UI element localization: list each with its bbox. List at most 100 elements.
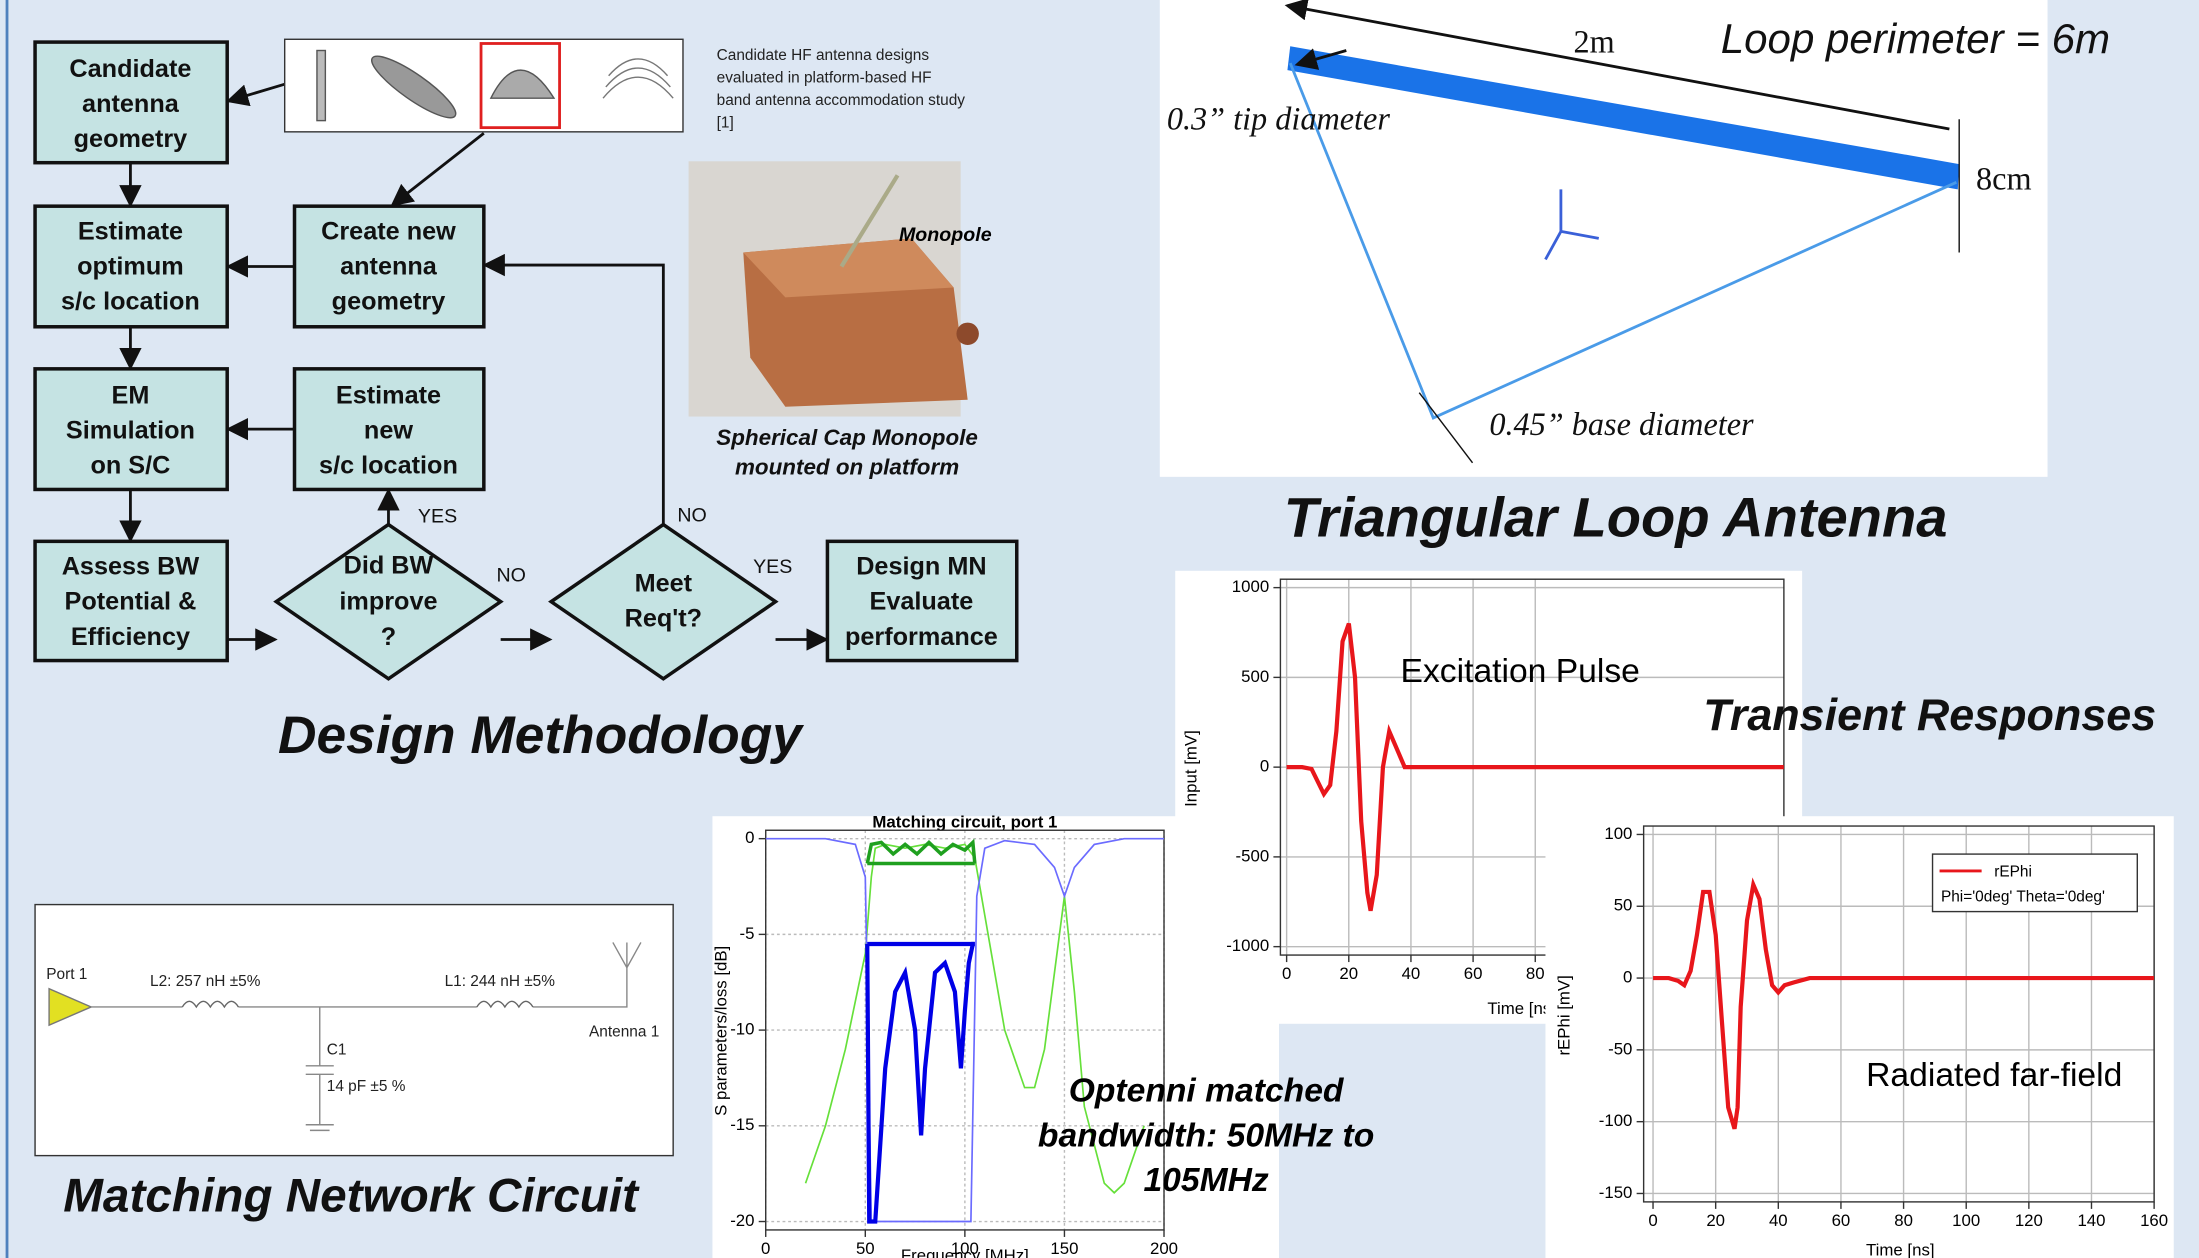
node-text: s/c location	[319, 452, 458, 480]
annotation: 105MHz	[1143, 1162, 1268, 1199]
y-tick-label: 0	[745, 828, 754, 847]
section-title: Design Methodology	[278, 706, 804, 765]
annotation: Optenni matched	[1069, 1072, 1345, 1109]
circuit-label: Antenna 1	[589, 1023, 659, 1040]
photo-caption: Spherical Cap Monopole	[716, 425, 978, 450]
annotation: bandwidth: 50MHz to	[1038, 1117, 1374, 1154]
y-tick-label: 1000	[1232, 577, 1269, 596]
node-text: improve	[339, 588, 437, 616]
node-text: ?	[381, 623, 396, 651]
section-title: Triangular Loop Antenna	[1284, 486, 1948, 549]
y-tick-label: -50	[1608, 1039, 1632, 1058]
edge-label: NO	[496, 565, 525, 587]
dimension-label: 0.45” base diameter	[1489, 406, 1754, 442]
y-tick-label: -20	[730, 1211, 754, 1230]
section-title: Transient Responses	[1703, 689, 2156, 740]
circuit: Port 1 L2: 257 nH ±5% L1: 244 nH ±5% C1 …	[35, 905, 673, 1223]
x-tick-label: 80	[1526, 964, 1545, 983]
x-tick-label: 0	[761, 1239, 770, 1258]
y-tick-label: -10	[730, 1020, 754, 1039]
x-tick-label: 20	[1706, 1211, 1725, 1230]
y-axis-label: Input [mV]	[1181, 730, 1200, 807]
node-text: Evaluate	[869, 588, 973, 616]
y-tick-label: -1000	[1226, 936, 1269, 955]
perimeter-label: Loop perimeter = 6m	[1721, 15, 2110, 62]
node-text: antenna	[340, 253, 438, 281]
node-text: on S/C	[90, 452, 170, 480]
circuit-label: L1: 244 nH ±5%	[445, 973, 556, 990]
y-axis-label: S parameters/loss [dB]	[712, 946, 731, 1116]
y-tick-label: -5	[740, 924, 755, 943]
loop-antenna: 2m Loop perimeter = 6m 0.3” tip diameter…	[1160, 0, 2110, 549]
node-text: geometry	[332, 288, 446, 316]
x-tick-label: 40	[1402, 964, 1421, 983]
section-title: Matching Network Circuit	[63, 1170, 640, 1223]
caption: band antenna accommodation study	[717, 92, 966, 109]
node-text: Create new	[321, 217, 456, 245]
caption: Candidate HF antenna designs	[717, 47, 930, 64]
photo-caption: mounted on platform	[735, 454, 959, 479]
legend-note: Phi='0deg' Theta='0deg'	[1941, 889, 2105, 906]
y-tick-label: 0	[1623, 968, 1632, 987]
sketch	[317, 51, 325, 121]
photo-cap	[956, 323, 978, 345]
dimension-label: 2m	[1574, 23, 1615, 59]
x-tick-label: 40	[1769, 1211, 1788, 1230]
node-text: Candidate	[69, 55, 191, 83]
annotation: Radiated far-field	[1866, 1057, 2122, 1094]
x-tick-label: 150	[1050, 1239, 1078, 1258]
edge-label: NO	[677, 504, 706, 526]
x-tick-label: 0	[1282, 964, 1291, 983]
x-tick-label: 0	[1648, 1211, 1657, 1230]
poster: Candidate antenna geometry Estimate opti…	[0, 0, 2199, 1258]
x-tick-label: 140	[2077, 1211, 2105, 1230]
node-text: Assess BW	[62, 553, 200, 581]
node-text: Estimate	[336, 382, 441, 410]
y-tick-label: 500	[1241, 667, 1269, 686]
dimension-label: 0.3” tip diameter	[1167, 100, 1391, 136]
x-tick-label: 50	[856, 1239, 875, 1258]
y-tick-label: -500	[1236, 846, 1270, 865]
node-text: Efficiency	[71, 623, 190, 651]
x-tick-label: 160	[2140, 1211, 2168, 1230]
circuit-label: L2: 257 nH ±5%	[150, 973, 261, 990]
x-axis-label: Time [ns]	[1866, 1240, 1935, 1258]
x-axis-label: Frequency [MHz]	[901, 1246, 1029, 1258]
x-tick-label: 100	[1952, 1211, 1980, 1230]
chart-title: Matching circuit, port 1	[872, 813, 1057, 832]
node-text: s/c location	[61, 288, 200, 316]
node-text: geometry	[74, 125, 188, 153]
annotation: Excitation Pulse	[1401, 653, 1640, 690]
circuit-panel	[35, 905, 673, 1156]
x-tick-label: 120	[2015, 1211, 2043, 1230]
photo-label: Monopole	[899, 224, 992, 246]
node-text: EM	[111, 382, 149, 410]
legend-label: rEPhi	[1994, 863, 2032, 880]
dimension-label: 8cm	[1976, 161, 2032, 197]
edge-label: YES	[753, 556, 792, 578]
circuit-label: Port 1	[46, 966, 87, 983]
circuit-label: 14 pF ±5 %	[327, 1078, 406, 1095]
x-tick-label: 80	[1894, 1211, 1913, 1230]
y-tick-label: 100	[1604, 824, 1632, 843]
y-tick-label: 0	[1260, 757, 1269, 776]
node-text: Req't?	[625, 605, 703, 633]
node-text: Simulation	[66, 417, 195, 445]
y-tick-label: -15	[730, 1115, 754, 1134]
x-tick-label: 200	[1150, 1239, 1178, 1258]
node-text: Did BW	[344, 551, 434, 579]
sketch-panel	[285, 39, 683, 132]
y-tick-label: -150	[1599, 1183, 1633, 1202]
caption: [1]	[717, 115, 734, 132]
node-text: Meet	[635, 569, 693, 597]
y-tick-label: 50	[1614, 896, 1633, 915]
x-tick-label: 60	[1464, 964, 1483, 983]
y-tick-label: -100	[1599, 1111, 1633, 1130]
node-text: antenna	[82, 90, 180, 118]
caption: evaluated in platform-based HF	[717, 70, 932, 87]
node-text: Potential &	[65, 588, 197, 616]
node-text: Estimate	[78, 217, 183, 245]
node-text: optimum	[77, 253, 184, 281]
node-text: Design MN	[856, 553, 986, 581]
circuit-label: C1	[327, 1042, 347, 1059]
